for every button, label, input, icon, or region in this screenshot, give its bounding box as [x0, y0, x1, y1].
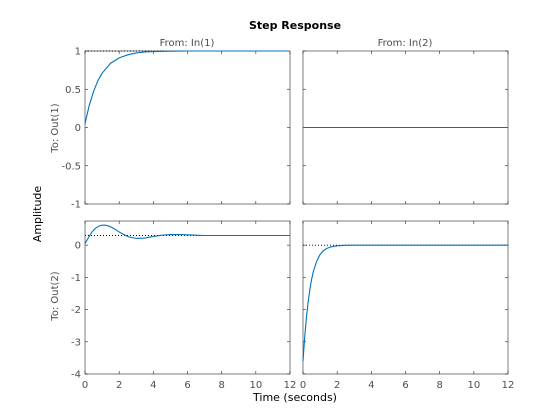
ytick-label-r2c1-1: -1 [71, 273, 81, 284]
ytick-label-r1c1-1: 0.5 [65, 85, 81, 96]
subplot-r2c2: 0 2 4 6 8 10 12 [300, 220, 515, 391]
ytick-label-r2c1-2: -2 [71, 305, 81, 316]
xtick-label-r2c2-5: 10 [467, 380, 480, 391]
subplot-grid: 10.50-0.5-10-1-2-3-40 2 4 6 8 10 12 0 2 4 6 8 10 12 [61, 47, 514, 392]
xtick-label-r2c1-2: 4 [150, 380, 156, 391]
xtick-label-r2c1-0: 0 [82, 380, 88, 391]
subplot-r2c1: 0-1-2-3-40 2 4 6 8 10 12 [71, 220, 297, 391]
column-label-in1: From: In(1) [160, 38, 215, 49]
row-label-out1: To: Out(1) [50, 103, 61, 153]
ytick-label-r2c1-0: 0 [75, 241, 81, 252]
subplot-r1c2 [302, 50, 509, 205]
ytick-label-r2c1-3: -3 [71, 337, 81, 348]
response-curve-r2c2 [302, 244, 508, 362]
axes-box-r2c2 [302, 220, 509, 375]
ytick-label-r1c1-3: -0.5 [61, 161, 81, 172]
ytick-label-r1c1-2: 0 [75, 123, 81, 134]
xtick-label-r2c1-1: 2 [116, 380, 122, 391]
column-label-in2: From: In(2) [378, 38, 433, 49]
chart-title: Step Response [249, 19, 341, 32]
xtick-label-r2c2-6: 12 [502, 380, 515, 391]
xtick-label-r2c2-2: 4 [368, 380, 374, 391]
xtick-label-r2c1-6: 12 [284, 380, 297, 391]
response-curve-r2c1 [84, 224, 290, 244]
axes-box-r1c1 [84, 50, 291, 205]
ytick-label-r1c1-0: 1 [75, 47, 81, 58]
y-axis-label: Amplitude [31, 186, 44, 243]
xtick-label-r2c1-3: 6 [184, 380, 190, 391]
xtick-label-r2c2-4: 8 [436, 380, 442, 391]
axes-box-r2c1 [84, 220, 291, 375]
xtick-label-r2c2-0: 0 [300, 380, 306, 391]
subplot-r1c1: 1 0.5 0 -0.5 -1 [61, 47, 291, 211]
ytick-label-r2c1-4: -4 [71, 370, 81, 381]
xtick-label-r2c2-1: 2 [334, 380, 340, 391]
response-curve-r1c1 [84, 50, 290, 124]
xtick-label-r2c1-4: 8 [218, 380, 224, 391]
x-axis-label: Time (seconds) [252, 391, 337, 404]
xtick-label-r2c2-3: 6 [402, 380, 408, 391]
xtick-label-r2c1-5: 10 [249, 380, 262, 391]
row-label-out2: To: Out(2) [50, 271, 61, 321]
ytick-label-r1c1-4: -1 [71, 200, 81, 211]
